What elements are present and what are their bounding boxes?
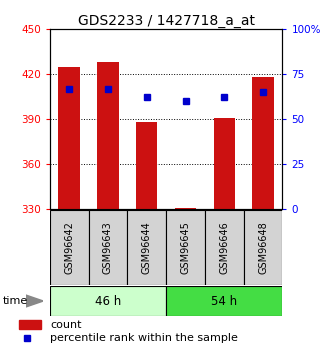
Text: GSM96646: GSM96646: [219, 221, 229, 274]
Title: GDS2233 / 1427718_a_at: GDS2233 / 1427718_a_at: [78, 14, 255, 28]
Bar: [166, 286, 282, 316]
Bar: [252, 77, 274, 209]
Text: time: time: [3, 296, 29, 306]
Bar: [244, 210, 282, 285]
Text: 54 h: 54 h: [211, 295, 237, 307]
Bar: [205, 210, 244, 285]
Text: 46 h: 46 h: [95, 295, 121, 307]
Polygon shape: [26, 295, 43, 307]
Bar: [166, 210, 205, 285]
Bar: [50, 286, 166, 316]
Bar: [89, 210, 127, 285]
Text: GSM96644: GSM96644: [142, 221, 152, 274]
Text: GSM96648: GSM96648: [258, 221, 268, 274]
Bar: [136, 122, 157, 209]
Bar: [175, 208, 196, 209]
Bar: [214, 118, 235, 209]
Bar: [127, 210, 166, 285]
Bar: [50, 210, 89, 285]
Text: GSM96645: GSM96645: [180, 221, 190, 274]
Text: count: count: [50, 320, 82, 329]
Bar: [58, 67, 80, 209]
Text: percentile rank within the sample: percentile rank within the sample: [50, 333, 238, 343]
Bar: [97, 62, 118, 209]
Text: GSM96643: GSM96643: [103, 221, 113, 274]
Text: GSM96642: GSM96642: [64, 221, 74, 274]
Bar: [19, 320, 41, 329]
